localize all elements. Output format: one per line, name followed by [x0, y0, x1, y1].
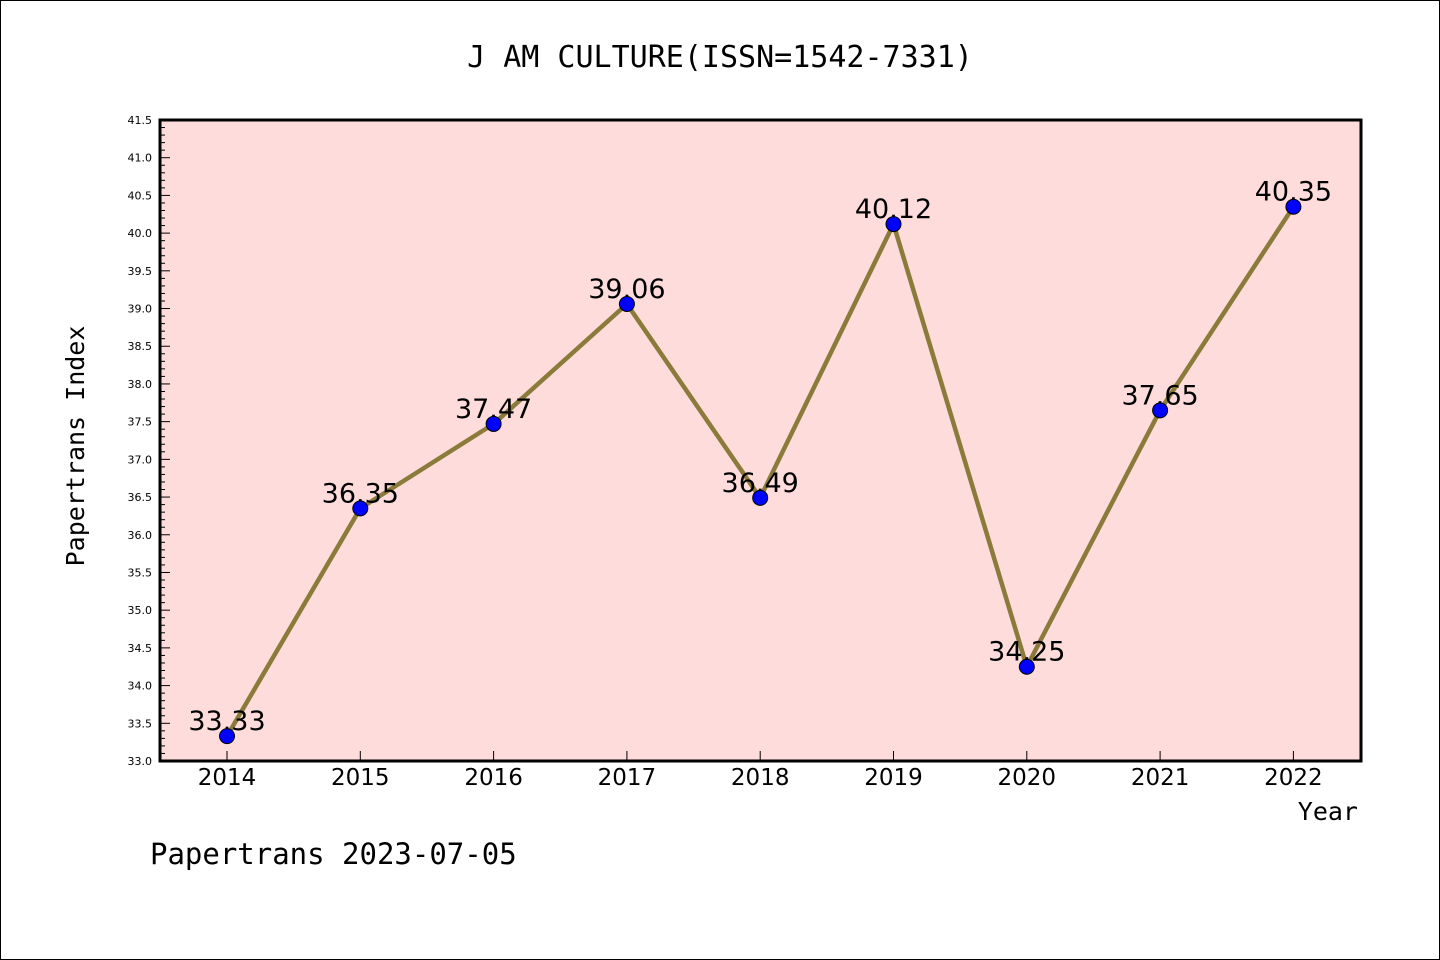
x-tick-label: 2015	[331, 765, 390, 791]
y-tick-label: 36.5	[128, 491, 153, 504]
y-tick-label: 41.0	[128, 152, 153, 165]
y-tick-label: 33.5	[128, 717, 153, 730]
y-tick-label: 40.5	[128, 189, 153, 202]
y-tick-label: 37.0	[128, 453, 153, 466]
y-tick-label: 38.5	[128, 340, 153, 353]
data-point	[352, 500, 369, 517]
x-axis: 2014 2015 2016 2017 2018 2019 2020 2021 2022	[198, 751, 1323, 791]
y-tick-label: 40.0	[128, 227, 153, 240]
y-tick-label: 39.5	[128, 265, 153, 278]
y-tick-label: 33.0	[128, 755, 153, 768]
data-point	[752, 489, 769, 506]
data-point	[885, 216, 902, 233]
plot-area	[158, 118, 1363, 763]
y-tick-label: 35.0	[128, 604, 153, 617]
data-point	[1152, 402, 1169, 419]
x-tick-label: 2016	[464, 765, 523, 791]
y-tick-label: 36.0	[128, 529, 153, 542]
data-point	[1018, 658, 1035, 675]
y-tick-label: 38.0	[128, 378, 153, 391]
x-axis-label: Year	[1298, 797, 1358, 826]
y-tick-label: 34.5	[128, 642, 153, 655]
x-tick-label: 2018	[731, 765, 790, 791]
y-tick-label: 41.5	[128, 114, 153, 127]
y-axis: 33.0 33.5 34.0 34.5 35.0 35.5 36.0 36.5 37.0 37.5…	[128, 114, 170, 768]
y-tick-label: 39.0	[128, 303, 153, 316]
x-tick-label: 2022	[1264, 765, 1323, 791]
data-point	[485, 415, 502, 432]
x-tick-label: 2019	[864, 765, 923, 791]
data-point	[219, 728, 235, 745]
data-point	[618, 296, 635, 313]
x-tick-label: 2014	[198, 765, 257, 791]
data-point	[1285, 198, 1302, 215]
y-axis-label: Papertrans Index	[61, 326, 90, 567]
series-line-group: 33.3336.3537.4739.0636.4940.1234.2537.65…	[188, 177, 1332, 745]
x-tick-label: 2020	[998, 765, 1057, 791]
chart-title: J AM CULTURE(ISSN=1542-7331)	[467, 40, 973, 75]
y-tick-label: 37.5	[128, 416, 153, 429]
footer-text: Papertrans 2023-07-05	[150, 837, 517, 871]
y-tick-label: 34.0	[128, 680, 153, 693]
x-tick-label: 2021	[1131, 765, 1190, 791]
x-tick-label: 2017	[598, 765, 657, 791]
y-tick-label: 35.5	[128, 566, 153, 579]
